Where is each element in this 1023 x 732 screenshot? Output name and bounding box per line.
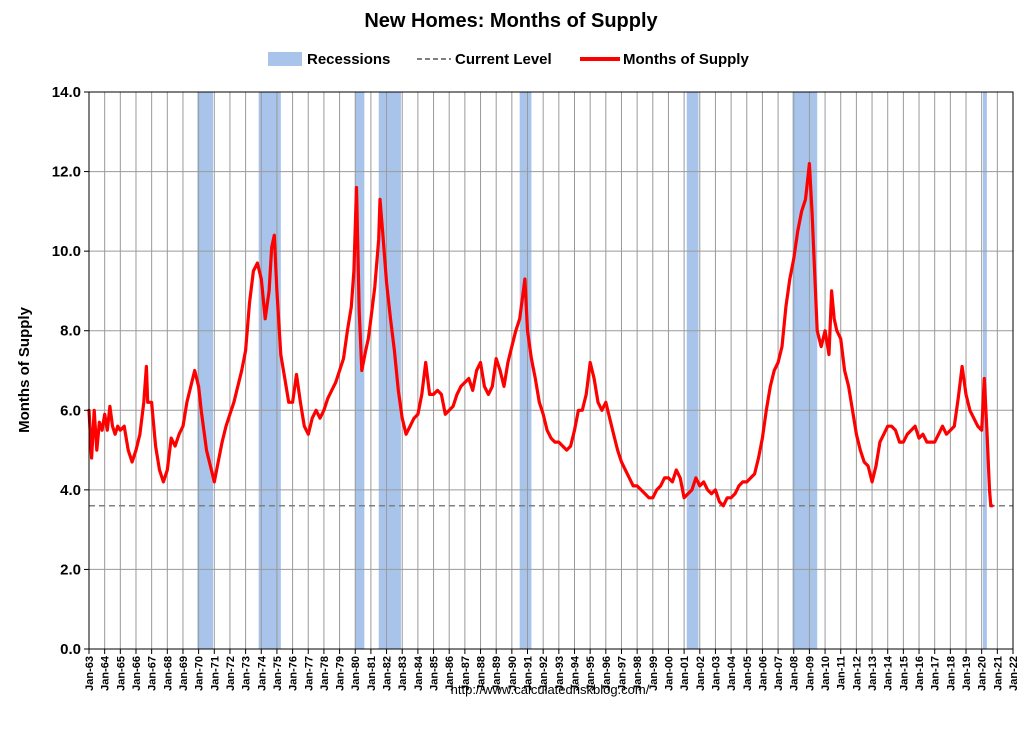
x-tick-label: Jan-19 — [961, 656, 973, 691]
y-axis-label: Months of Supply — [16, 306, 33, 432]
x-tick-label: Jan-00 — [663, 656, 675, 691]
x-tick-label: Jan-06 — [757, 656, 769, 691]
x-tick-label: Jan-12 — [851, 656, 863, 691]
legend-label-current-level: Current Level — [455, 51, 552, 68]
x-tick-label: Jan-97 — [616, 656, 628, 691]
x-tick-label: Jan-82 — [382, 656, 394, 691]
x-tick-label: Jan-95 — [585, 656, 597, 691]
x-tick-label: Jan-78 — [319, 656, 331, 691]
x-tick-label: Jan-77 — [303, 656, 315, 691]
recession-band — [982, 92, 987, 649]
x-tick-label: Jan-10 — [820, 656, 832, 691]
legend: Recessions Current Level Months of Suppl… — [268, 51, 749, 68]
x-tick-label: Jan-05 — [742, 656, 754, 691]
recession-band — [686, 92, 699, 649]
x-tick-label: Jan-84 — [413, 655, 425, 691]
x-tick-label: Jan-65 — [115, 656, 127, 691]
x-tick-label: Jan-64 — [100, 655, 112, 691]
x-tick-label: Jan-86 — [444, 656, 456, 691]
x-tick-label: Jan-17 — [930, 656, 942, 691]
x-tick-label: Jan-22 — [1008, 656, 1020, 691]
x-tick-label: Jan-87 — [460, 656, 472, 691]
x-tick-label: Jan-13 — [867, 656, 879, 691]
x-tick-label: Jan-68 — [162, 656, 174, 691]
x-tick-label: Jan-04 — [726, 655, 738, 691]
x-tick-label: Jan-01 — [679, 656, 691, 691]
x-tick-label: Jan-14 — [883, 655, 895, 691]
x-tick-label: Jan-71 — [209, 656, 221, 691]
x-tick-label: Jan-66 — [131, 656, 143, 691]
x-tick-label: Jan-08 — [789, 656, 801, 691]
x-tick-label: Jan-92 — [538, 656, 550, 691]
x-tick-label: Jan-72 — [225, 656, 237, 691]
x-tick-label: Jan-21 — [992, 656, 1004, 691]
x-tick-label: Jan-69 — [178, 656, 190, 691]
series-line-months-of-supply — [87, 162, 994, 508]
series-layer — [87, 162, 994, 508]
y-tick-label: 0.0 — [60, 641, 81, 658]
x-tick-label: Jan-79 — [335, 656, 347, 691]
x-tick-label: Jan-02 — [695, 656, 707, 691]
x-tick-label: Jan-09 — [804, 656, 816, 691]
x-tick-label: Jan-88 — [476, 656, 488, 691]
x-tick-label: Jan-80 — [350, 656, 362, 691]
y-tick-label: 14.0 — [52, 84, 81, 101]
x-tick-label: Jan-98 — [632, 656, 644, 691]
x-tick-label: Jan-76 — [288, 656, 300, 691]
x-tick-label: Jan-03 — [710, 656, 722, 691]
x-tick-label: Jan-83 — [397, 656, 409, 691]
recession-bands — [197, 92, 987, 649]
y-tick-label: 6.0 — [60, 402, 81, 419]
plot-frame — [88, 91, 1014, 650]
y-axis-ticks: 0.0 2.0 4.0 6.0 8.0 10.0 12.0 14.0 — [52, 84, 89, 658]
y-tick-label: 8.0 — [60, 323, 81, 340]
x-tick-label: Jan-94 — [569, 655, 581, 691]
x-tick-label: Jan-07 — [773, 656, 785, 691]
y-tick-label: 10.0 — [52, 243, 81, 260]
recession-band — [355, 92, 365, 649]
y-tick-label: 12.0 — [52, 164, 81, 181]
x-tick-label: Jan-91 — [523, 656, 535, 691]
recession-band — [197, 92, 213, 649]
x-tick-label: Jan-99 — [648, 656, 660, 691]
x-tick-label: Jan-75 — [272, 656, 284, 691]
x-tick-label: Jan-96 — [601, 656, 613, 691]
x-tick-label: Jan-74 — [256, 655, 268, 691]
x-tick-label: Jan-15 — [898, 656, 910, 691]
x-tick-label: Jan-11 — [836, 656, 848, 690]
x-tick-label: Jan-18 — [945, 656, 957, 691]
recession-band — [378, 92, 401, 649]
x-tick-label: Jan-63 — [84, 656, 96, 691]
x-tick-label: Jan-73 — [241, 656, 253, 691]
x-tick-label: Jan-89 — [491, 656, 503, 691]
x-tick-label: Jan-85 — [429, 656, 441, 691]
source-credit: http://www.calculatedriskblog.com/ — [451, 682, 650, 697]
x-tick-label: Jan-70 — [194, 656, 206, 691]
recession-band — [519, 92, 532, 649]
x-axis-ticks: Jan-63 Jan-64 Jan-65 Jan-66 Jan-67 Jan-68 Jan-… — [84, 649, 1020, 691]
x-tick-label: Jan-67 — [147, 656, 159, 691]
y-tick-label: 2.0 — [60, 561, 81, 578]
chart-title: New Homes: Months of Supply — [364, 10, 658, 32]
x-tick-label: Jan-90 — [507, 656, 519, 691]
recession-band — [792, 92, 818, 649]
y-tick-label: 4.0 — [60, 482, 81, 499]
legend-label-recessions: Recessions — [307, 51, 390, 68]
x-tick-label: Jan-81 — [366, 656, 378, 691]
x-tick-label: Jan-93 — [554, 656, 566, 691]
recession-band — [258, 92, 281, 649]
x-tick-label: Jan-20 — [977, 656, 989, 691]
x-tick-label: Jan-16 — [914, 656, 926, 691]
legend-swatch-recessions — [268, 52, 302, 66]
legend-label-months-of-supply: Months of Supply — [623, 51, 749, 68]
